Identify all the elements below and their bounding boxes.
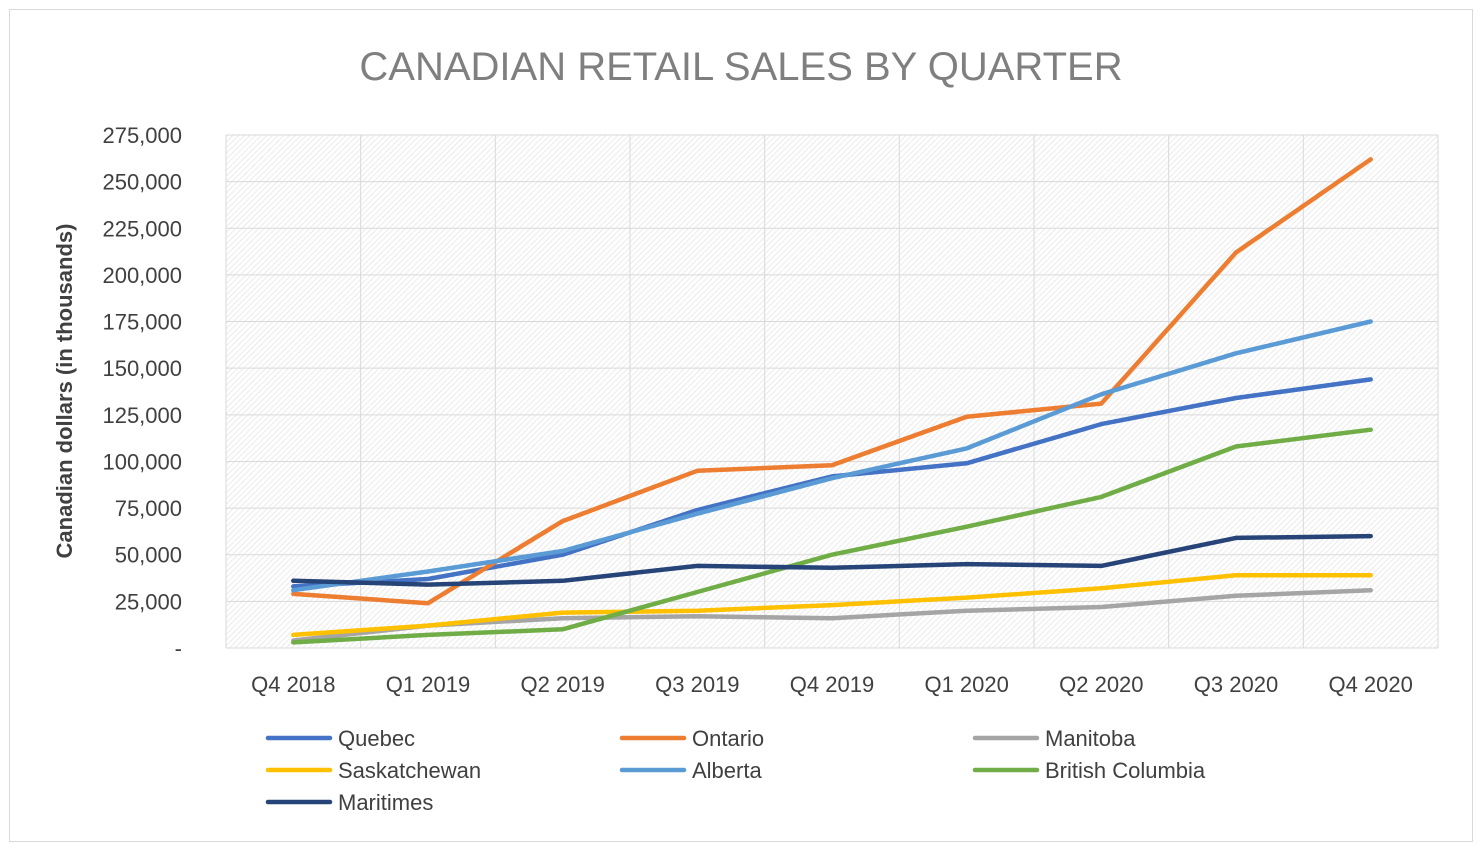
y-axis-ticks: - 25,000 50,000 75,000 100,000 125,000 150,000… [102, 123, 182, 661]
y-tick-label: 250,000 [102, 170, 182, 195]
series-line-british-columbia [291, 427, 1373, 645]
series-line-saskatchewan [291, 572, 1373, 638]
legend-label: Maritimes [338, 790, 433, 815]
y-tick-label: 225,000 [102, 216, 182, 241]
y-tick-label: 75,000 [115, 496, 182, 521]
x-tick-label: Q4 2018 [251, 672, 335, 697]
x-tick-label: Q2 2019 [520, 672, 604, 697]
y-tick-label: - [175, 636, 182, 661]
legend-label: Manitoba [1045, 726, 1136, 751]
legend-item-manitoba: Manitoba [972, 726, 1136, 751]
series-lines [291, 157, 1373, 645]
y-axis-label: Canadian dollars (in thousands) [52, 224, 77, 559]
y-tick-label: 150,000 [102, 356, 182, 381]
y-tick-label: 100,000 [102, 449, 182, 474]
x-tick-label: Q4 2019 [790, 672, 874, 697]
y-tick-label: 50,000 [115, 543, 182, 568]
legend-item-quebec: Quebec [265, 726, 415, 751]
chart-title: CANADIAN RETAIL SALES BY QUARTER [359, 45, 1122, 89]
legend-label: British Columbia [1045, 758, 1206, 783]
plot-area [226, 135, 1438, 648]
legend: Quebec Ontario Manitoba Saskatchewan Alberta… [265, 726, 1206, 815]
series-line-maritimes [291, 533, 1373, 587]
legend-label: Alberta [692, 758, 762, 783]
x-tick-label: Q4 2020 [1328, 672, 1412, 697]
legend-item-alberta: Alberta [619, 758, 762, 783]
series-line-alberta [291, 319, 1373, 593]
legend-item-ontario: Ontario [619, 726, 764, 751]
y-tick-label: 125,000 [102, 403, 182, 428]
legend-label: Quebec [338, 726, 415, 751]
y-tick-label: 200,000 [102, 263, 182, 288]
legend-label: Saskatchewan [338, 758, 481, 783]
y-tick-label: 25,000 [115, 589, 182, 614]
x-tick-label: Q3 2020 [1194, 672, 1278, 697]
y-tick-label: 275,000 [102, 123, 182, 148]
x-axis-ticks: Q4 2018 Q1 2019 Q2 2019 Q3 2019 Q4 2019 Q1 20… [251, 672, 1413, 697]
gridlines [225, 134, 1439, 649]
x-tick-label: Q2 2020 [1059, 672, 1143, 697]
series-line-ontario [291, 157, 1373, 606]
x-tick-label: Q1 2020 [924, 672, 1008, 697]
x-tick-label: Q1 2019 [386, 672, 470, 697]
legend-item-maritimes: Maritimes [265, 790, 433, 815]
legend-item-saskatchewan: Saskatchewan [265, 758, 481, 783]
y-tick-label: 175,000 [102, 310, 182, 335]
x-tick-label: Q3 2019 [655, 672, 739, 697]
legend-label: Ontario [692, 726, 764, 751]
legend-item-british-columbia: British Columbia [972, 758, 1206, 783]
